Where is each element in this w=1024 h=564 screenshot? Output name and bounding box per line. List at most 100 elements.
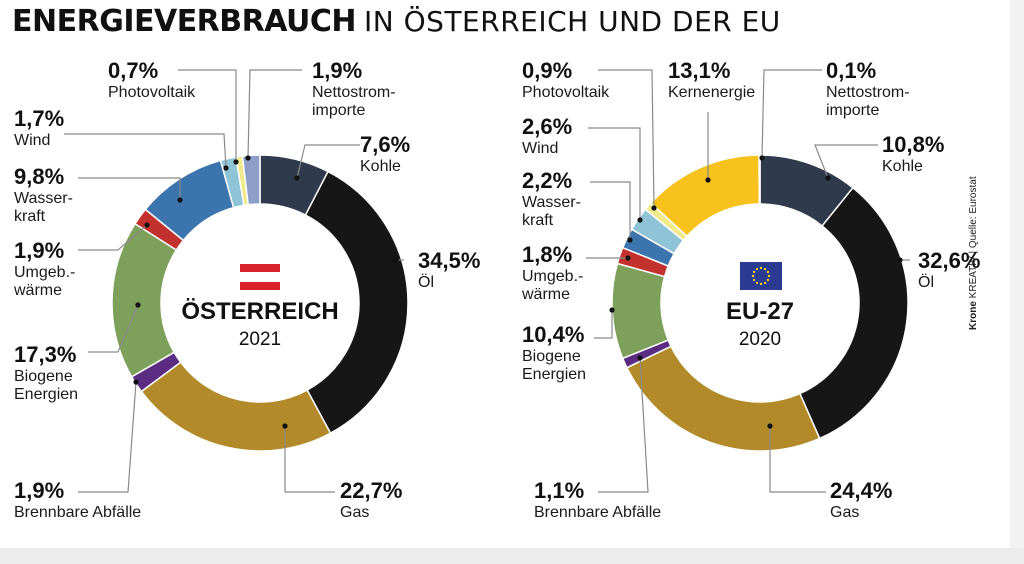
slice-oel	[798, 186, 909, 440]
leader-dot-gas	[767, 423, 773, 429]
title-bold-part: ENERGIEVERBRAUCH	[12, 4, 357, 39]
category-label-kohle: Kohle	[882, 158, 923, 175]
leader-dot-kernenergie	[705, 177, 711, 183]
category-label-brennbare-abfaelle: Brennbare Abfälle	[534, 504, 661, 521]
leader-dot-kohle	[294, 175, 300, 181]
slice-gas	[625, 345, 821, 452]
slice-biogene-energien	[611, 262, 670, 360]
category-label-wind: Wind	[522, 140, 558, 157]
source-separator: |	[968, 250, 979, 254]
leader-dot-brennbare-abfaelle	[637, 355, 643, 361]
leader-line-nettostromimporte	[247, 69, 302, 159]
leader-line-nettostromimporte	[761, 69, 822, 159]
leader-dot-gas	[282, 423, 288, 429]
leader-dot-wind	[223, 165, 229, 171]
center-subtitle: 2021	[239, 329, 281, 350]
leader-line-kohle	[814, 144, 878, 179]
value-label-wasserkraft: 2,2%	[522, 168, 572, 193]
leader-dot-oel	[897, 257, 903, 263]
eu-flag-icon	[740, 262, 782, 290]
right-margin-strip	[1010, 0, 1024, 564]
value-label-biogene-energien: 17,3%	[14, 342, 76, 367]
value-label-kohle: 10,8%	[882, 132, 944, 157]
leader-dot-brennbare-abfaelle	[133, 379, 139, 385]
leader-dot-photovoltaik	[651, 205, 657, 211]
donut-chart-eu-27: 10,8%Kohle 32,6%Öl 24,4%Gas 1,1%Brennbare A…	[521, 58, 980, 521]
value-label-nettostromimporte: 1,9%	[312, 58, 362, 83]
leader-dot-biogene-energien	[609, 307, 615, 313]
value-label-nettostromimporte: 0,1%	[826, 58, 876, 83]
category-label-nettostromimporte: Nettostrom-	[312, 84, 396, 101]
value-label-gas: 22,7%	[340, 478, 402, 503]
value-label-oel: 34,5%	[418, 248, 480, 273]
category-label-biogene-energien: Biogene	[522, 348, 581, 365]
leader-dot-kohle	[825, 175, 831, 181]
leader-dot-nettostromimporte	[759, 155, 765, 161]
leader-dot-umgebungswaerme	[144, 222, 150, 228]
value-label-photovoltaik: 0,7%	[108, 58, 158, 83]
leader-dot-wind	[637, 217, 643, 223]
leader-dot-photovoltaik	[233, 159, 239, 165]
value-label-oel: 32,6%	[918, 248, 980, 273]
center-subtitle: 2020	[739, 329, 781, 350]
center-title: EU-27	[726, 298, 794, 325]
leader-line-gas	[769, 426, 826, 493]
slice-gas	[140, 361, 332, 452]
category-label-wasserkraft: kraft	[14, 208, 46, 225]
value-label-wind: 1,7%	[14, 106, 64, 131]
leader-line-brennbare-abfaelle	[78, 381, 137, 493]
leader-dot-wasserkraft	[627, 237, 633, 243]
category-label-wasserkraft: kraft	[522, 212, 554, 229]
leader-line-brennbare-abfaelle	[598, 357, 649, 493]
value-label-umgebungswaerme: 1,9%	[14, 238, 64, 263]
category-label-biogene-energien: Energien	[522, 366, 586, 383]
category-label-brennbare-abfaelle: Brennbare Abfälle	[14, 504, 141, 521]
value-label-gas: 24,4%	[830, 478, 892, 503]
value-label-umgebungswaerme: 1,8%	[522, 242, 572, 267]
value-label-brennbare-abfaelle: 1,9%	[14, 478, 64, 503]
value-label-biogene-energien: 10,4%	[522, 322, 584, 347]
category-label-gas: Gas	[830, 504, 859, 521]
source-brand-suffix: KREATIV	[968, 256, 979, 299]
category-label-wind: Wind	[14, 132, 50, 149]
category-label-biogene-energien: Energien	[14, 386, 78, 403]
category-label-biogene-energien: Biogene	[14, 368, 73, 385]
category-label-nettostromimporte: Nettostrom-	[826, 84, 910, 101]
value-label-wasserkraft: 9,8%	[14, 164, 64, 189]
leader-line-gas	[284, 426, 335, 493]
leader-dot-oel	[393, 257, 399, 263]
center-title: ÖSTERREICH	[181, 298, 338, 325]
category-label-wasserkraft: Wasser-	[14, 190, 73, 207]
category-label-nettostromimporte: importe	[312, 102, 365, 119]
category-label-photovoltaik: Photovoltaik	[522, 84, 610, 101]
leader-line-wasserkraft	[78, 177, 181, 200]
category-label-photovoltaik: Photovoltaik	[108, 84, 196, 101]
value-label-photovoltaik: 0,9%	[522, 58, 572, 83]
leader-line-photovoltaik	[178, 69, 237, 162]
leader-dot-biogene-energien	[135, 302, 141, 308]
category-label-gas: Gas	[340, 504, 369, 521]
austria-flag-icon	[240, 264, 280, 290]
source-text: Quelle: Eurostat	[968, 176, 979, 249]
category-label-oel: Öl	[418, 273, 434, 291]
category-label-umgebungswaerme: wärme	[521, 286, 570, 303]
leader-dot-umgebungswaerme	[625, 255, 631, 261]
slice-nettostromimporte	[758, 154, 761, 205]
bottom-band	[0, 548, 1024, 564]
source-credit: Krone KREATIV | Quelle: Eurostat	[968, 130, 979, 330]
value-label-kernenergie: 13,1%	[668, 58, 730, 83]
category-label-nettostromimporte: importe	[826, 102, 879, 119]
leader-dot-wasserkraft	[177, 197, 183, 203]
value-label-brennbare-abfaelle: 1,1%	[534, 478, 584, 503]
category-label-umgebungswaerme: Umgeb.-	[14, 264, 75, 281]
leader-line-wasserkraft	[590, 181, 631, 240]
leader-line-kohle	[296, 144, 360, 179]
category-label-kohle: Kohle	[360, 158, 401, 175]
category-label-umgebungswaerme: wärme	[13, 282, 62, 299]
title-regular-part: IN ÖSTERREICH UND DER EU	[364, 5, 781, 38]
source-brand: Krone	[968, 301, 979, 330]
leader-line-biogene-energien	[594, 310, 613, 339]
leader-line-wind	[64, 133, 227, 169]
category-label-wasserkraft: Wasser-	[522, 194, 581, 211]
